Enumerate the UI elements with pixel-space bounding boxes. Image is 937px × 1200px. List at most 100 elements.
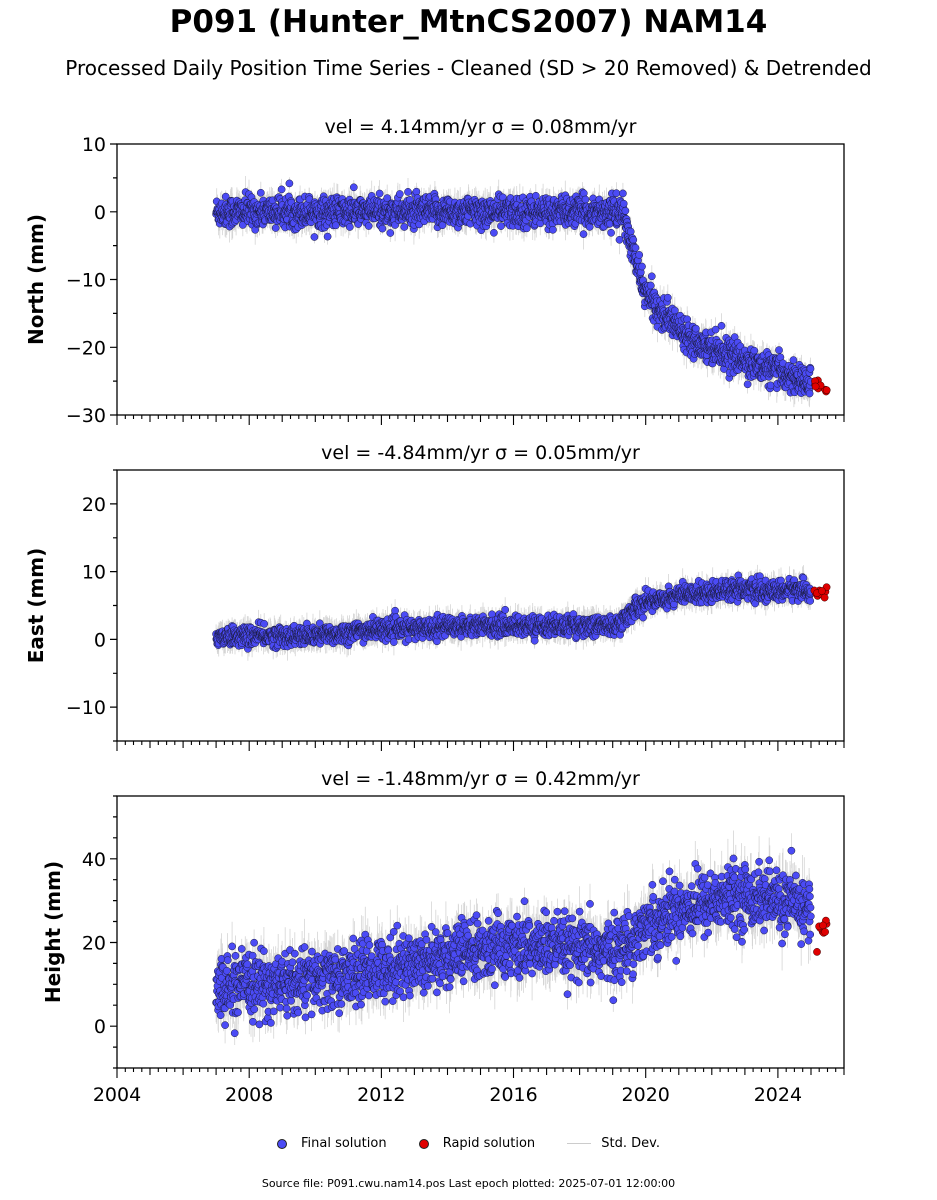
final-point [386, 229, 395, 237]
final-point [287, 996, 295, 1005]
final-point [383, 194, 392, 202]
final-point [335, 1009, 344, 1018]
final-point [276, 1003, 285, 1012]
final-point [607, 228, 615, 237]
final-point [789, 356, 798, 364]
final-point [349, 183, 358, 192]
final-point [711, 325, 720, 334]
final-point [256, 188, 265, 197]
final-point [221, 1021, 229, 1029]
y-tick-label-1-1: 10 [82, 562, 106, 584]
final-point [365, 941, 374, 949]
x-ticks-1 [116, 741, 845, 751]
final-point [250, 938, 258, 947]
final-point [619, 199, 628, 208]
y-tick-label-0-4: −30 [66, 405, 106, 427]
final-point [522, 224, 531, 233]
final-point [288, 958, 297, 967]
final-point [271, 224, 280, 232]
final-point [294, 1008, 303, 1017]
final-point [221, 192, 230, 201]
final-point [692, 324, 700, 333]
final-point [237, 945, 246, 953]
rapid-point [811, 382, 820, 391]
final-point [260, 619, 269, 628]
final-point [805, 389, 814, 398]
final-point [391, 606, 399, 615]
panel-title-2: vel = -1.48mm/yr σ = 0.42mm/yr [321, 768, 640, 790]
final-point [390, 638, 398, 646]
final-point [549, 225, 557, 234]
final-point [647, 272, 656, 281]
y-axis-label-1: East (mm) [24, 548, 48, 664]
final-point [216, 1011, 225, 1020]
final-point [223, 956, 232, 965]
final-point [619, 189, 627, 198]
final-point [375, 189, 384, 198]
final-point [349, 934, 358, 943]
final-point [638, 262, 646, 271]
final-point [750, 346, 759, 355]
rapid-point [818, 587, 826, 595]
y-ticks-1 [110, 469, 117, 742]
final-point [717, 321, 726, 330]
y-tick-label-0-1: 0 [94, 202, 106, 224]
final-point [365, 991, 373, 1000]
final-point [323, 232, 332, 241]
final-point [400, 223, 409, 231]
y-tick-label-0-2: −10 [66, 270, 106, 292]
chart-subtitle: Processed Daily Position Time Series - C… [65, 56, 872, 80]
final-point [300, 943, 309, 951]
final-point [310, 233, 319, 241]
y-tick-label-1-2: 0 [94, 629, 106, 651]
y-tick-label-1-0: 20 [82, 494, 106, 516]
final-point [345, 223, 354, 231]
final-point [307, 1010, 316, 1019]
panel-title-1: vel = -4.84mm/yr σ = 0.05mm/yr [321, 442, 640, 464]
final-point [639, 613, 647, 622]
final-point [364, 222, 373, 230]
final-point [277, 185, 286, 194]
final-point [228, 942, 236, 951]
final-point [267, 1019, 275, 1027]
final-point [250, 1005, 259, 1014]
final-point [490, 228, 498, 237]
final-point [259, 999, 268, 1008]
final-point [393, 921, 402, 930]
final-point [615, 235, 624, 244]
final-point [381, 997, 390, 1006]
final-point [404, 188, 412, 196]
final-point [585, 223, 594, 231]
data-points-2 [212, 830, 831, 1045]
final-point [581, 195, 590, 204]
y-tick-label-0-3: −20 [66, 337, 106, 359]
y-axis-label-0: North (mm) [24, 214, 48, 345]
final-point [531, 191, 540, 200]
final-point [378, 224, 387, 233]
final-point [282, 1004, 291, 1013]
final-point [395, 190, 404, 198]
final-point [806, 364, 815, 373]
final-point [775, 346, 783, 354]
panel-title-0: vel = 4.14mm/yr σ = 0.08mm/yr [325, 116, 637, 138]
final-point [384, 946, 393, 955]
rapid-point [820, 593, 829, 602]
final-point [230, 1029, 239, 1038]
final-point [501, 605, 510, 614]
final-point [357, 1000, 365, 1009]
data-points-0 [212, 176, 831, 408]
final-point [269, 1007, 278, 1016]
final-point [406, 991, 414, 1000]
final-point [249, 1017, 257, 1026]
final-point [404, 934, 413, 943]
final-point [285, 179, 294, 188]
final-point [629, 236, 638, 244]
final-point [743, 380, 752, 389]
data-points-1 [212, 564, 831, 661]
final-point [290, 949, 299, 958]
y-tick-label-0-0: 10 [82, 134, 106, 156]
final-point [497, 222, 505, 230]
final-point [222, 966, 231, 975]
final-point [260, 947, 268, 955]
